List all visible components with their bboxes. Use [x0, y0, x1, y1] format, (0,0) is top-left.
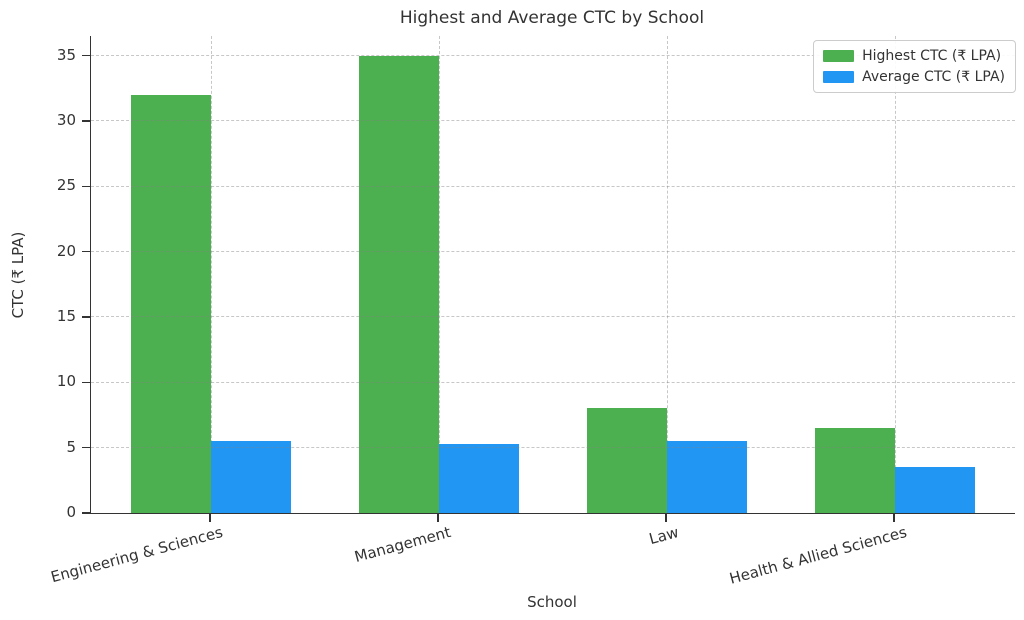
- chart-title: Highest and Average CTC by School: [399, 8, 705, 28]
- gridline-vertical: [210, 36, 212, 513]
- y-tick-mark: [82, 316, 90, 318]
- gridline-horizontal: [91, 381, 1015, 383]
- bar-highest-ctc-1: [359, 55, 439, 513]
- x-tick-mark: [665, 514, 667, 522]
- legend-label-highest-ctc: Highest CTC (₹ LPA): [862, 48, 1002, 64]
- y-tick-label: 5: [66, 437, 76, 456]
- gridline-horizontal: [91, 447, 1015, 449]
- y-tick-mark: [82, 250, 90, 253]
- y-tick-mark: [82, 54, 90, 57]
- y-tick-label: 0: [66, 503, 76, 521]
- legend-label-average-ctc: Average CTC (₹ LPA): [862, 69, 1005, 85]
- y-tick-label: 30: [56, 110, 76, 129]
- gridline-horizontal: [91, 120, 1015, 122]
- bar-average-ctc-1: [439, 443, 519, 513]
- x-tick-mark: [893, 514, 895, 522]
- bar-highest-ctc-0: [131, 94, 211, 513]
- legend-item-average-ctc: Average CTC (₹ LPA): [823, 69, 1005, 85]
- y-tick-mark: [82, 381, 90, 383]
- y-tick-label: 35: [56, 45, 76, 64]
- gridline-vertical: [666, 36, 668, 513]
- y-tick-label: 15: [56, 306, 76, 325]
- y-tick-mark: [82, 446, 90, 449]
- gridline-vertical: [438, 36, 440, 513]
- bar-highest-ctc-2: [587, 408, 667, 513]
- y-tick-mark: [82, 512, 90, 514]
- gridline-horizontal: [91, 316, 1015, 318]
- gridline-horizontal: [91, 251, 1015, 253]
- bar-average-ctc-0: [211, 441, 291, 513]
- y-axis-label: CTC (₹ LPA): [9, 231, 27, 319]
- y-tick-mark: [82, 185, 90, 187]
- legend-swatch-highest-ctc: [823, 50, 855, 62]
- x-tick-mark: [437, 514, 439, 522]
- gridline-horizontal: [91, 55, 1015, 57]
- y-tick-label: 20: [56, 241, 76, 260]
- y-tick-label: 25: [56, 176, 76, 195]
- legend: Highest CTC (₹ LPA) Average CTC (₹ LPA): [813, 40, 1016, 93]
- legend-item-highest-ctc: Highest CTC (₹ LPA): [823, 48, 1005, 64]
- x-axis-label: School: [527, 593, 577, 611]
- gridline-vertical: [894, 36, 896, 513]
- x-tick-mark: [209, 514, 211, 522]
- bar-average-ctc-2: [667, 441, 747, 513]
- y-tick-mark: [82, 120, 90, 122]
- plot-area: [90, 36, 1015, 514]
- gridline-horizontal: [91, 185, 1015, 187]
- bar-highest-ctc-3: [815, 428, 895, 513]
- y-tick-label: 10: [56, 372, 76, 391]
- bar-average-ctc-3: [895, 467, 975, 513]
- legend-swatch-average-ctc: [823, 71, 855, 83]
